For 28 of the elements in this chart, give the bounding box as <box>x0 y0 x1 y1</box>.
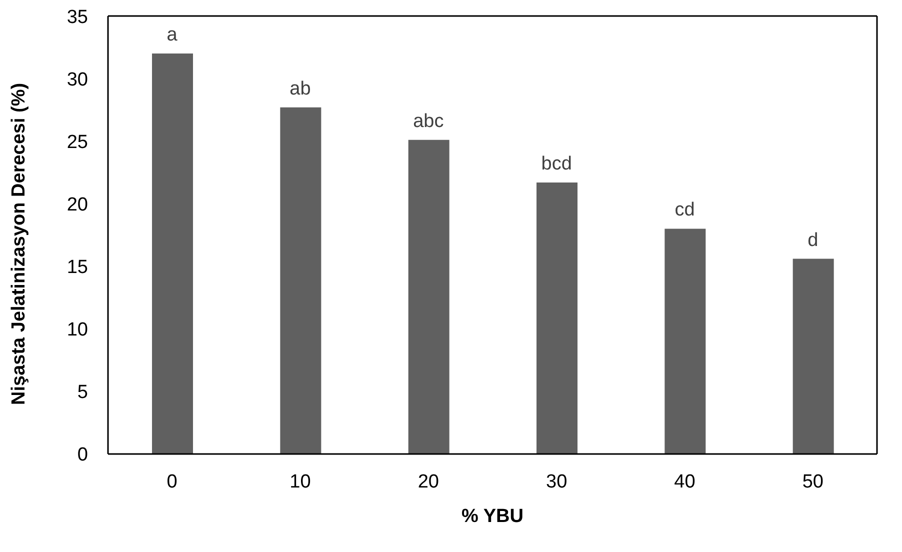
bar <box>408 140 450 454</box>
annotation: cd <box>674 200 695 221</box>
annotation: a <box>166 24 178 46</box>
x-tick-label: 10 <box>290 471 311 492</box>
y-tick-label: 15 <box>66 257 88 278</box>
x-tick-label: 20 <box>418 471 439 492</box>
annotation: d <box>808 230 818 251</box>
y-tick-label: 10 <box>66 320 88 341</box>
bar <box>152 54 193 454</box>
bar <box>536 182 578 454</box>
y-tick-label: 0 <box>77 444 88 466</box>
y-axis-title: Nişasta Jelatinizasyon Derecesi (%) <box>8 82 30 405</box>
y-tick-label: 20 <box>66 194 88 216</box>
y-tick-label: 25 <box>66 132 88 153</box>
x-tick-label: 50 <box>802 471 824 492</box>
bar <box>664 228 706 454</box>
bar <box>280 107 322 454</box>
annotation: abc <box>413 110 444 132</box>
y-tick-label: 5 <box>77 382 88 404</box>
x-tick-label: 0 <box>166 471 178 492</box>
y-tick-label: 35 <box>66 6 88 28</box>
bar <box>792 258 834 454</box>
y-tick-label: 30 <box>66 69 88 90</box>
annotation: ab <box>290 78 311 100</box>
x-tick-label: 30 <box>546 471 568 492</box>
annotation: bcd <box>541 153 572 174</box>
x-tick-label: 40 <box>674 471 696 492</box>
x-axis-title: % YBU <box>462 506 524 527</box>
